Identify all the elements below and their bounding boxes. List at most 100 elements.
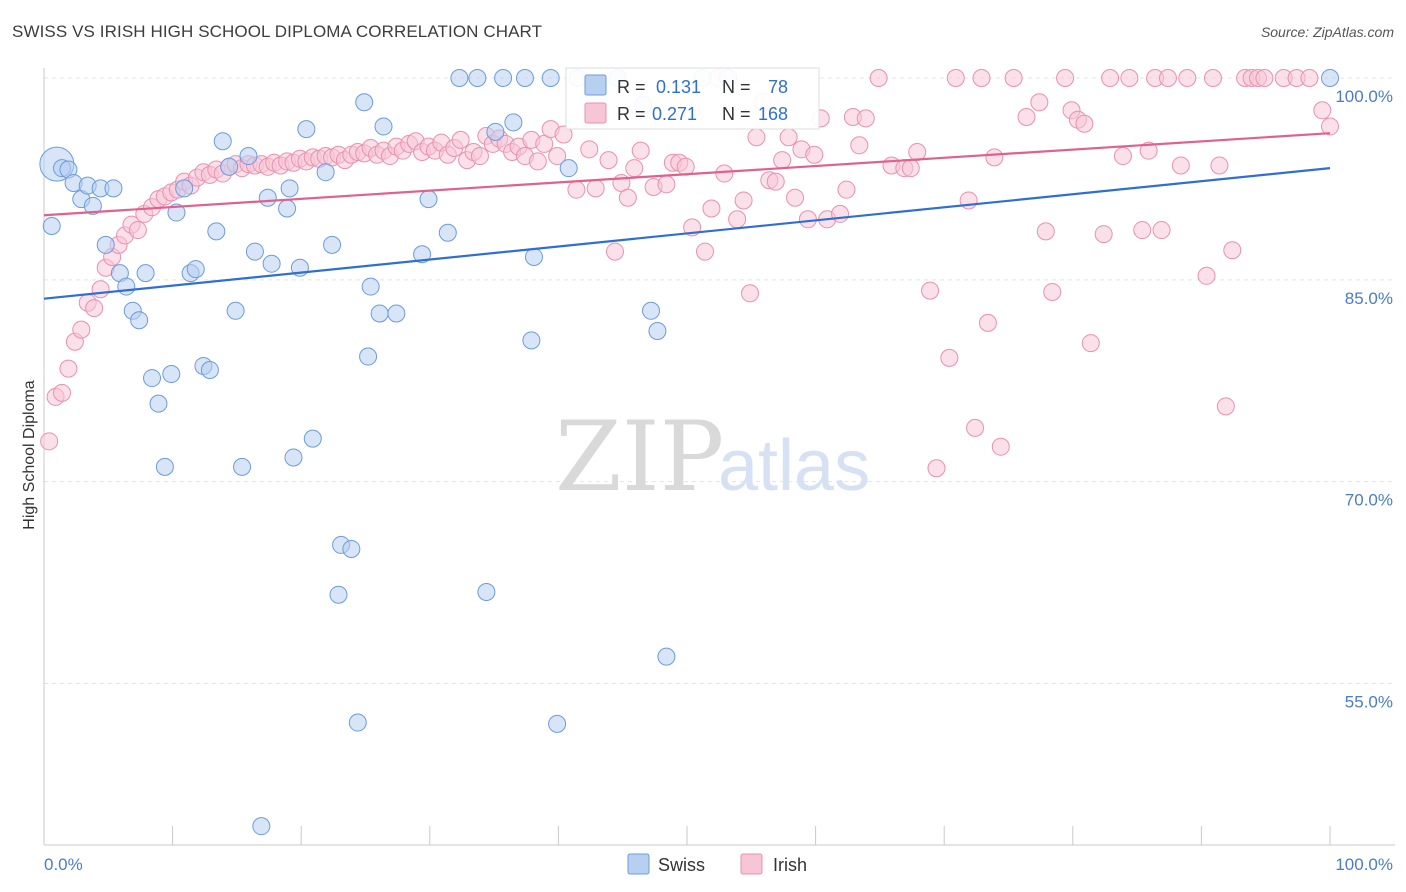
swiss-point [361,277,380,296]
irish-point [921,281,940,300]
swiss-point [329,585,348,604]
legend-irish-n-label: N = [722,104,751,124]
irish-point [1210,156,1229,175]
irish-point [657,175,676,194]
irish-point [1056,69,1075,87]
irish-point [631,141,650,160]
irish-point [869,69,888,87]
irish-point [1158,69,1177,87]
swiss-point [504,113,523,132]
swiss-point [239,147,258,166]
swiss-point [522,331,541,350]
swiss-point [524,247,543,266]
irish-point [586,179,605,198]
irish-point [747,128,766,147]
irish-trend-line [43,132,1331,217]
swiss-point [200,360,219,379]
irish-point [1203,69,1222,87]
swiss-point [284,448,303,467]
swiss-point [278,199,297,218]
irish-point [831,204,850,223]
irish-point [605,242,624,261]
irish-point [773,151,792,170]
irish-point [856,109,875,128]
irish-point [1120,69,1139,87]
irish-point [1004,69,1023,87]
irish-point [1171,156,1190,175]
irish-point [786,188,805,207]
source-credit: Source: ZipAtlas.com [1260,24,1394,40]
irish-point [1139,141,1158,160]
swiss-point [252,817,271,836]
swiss-point [96,235,115,254]
swiss-point [297,120,316,139]
irish-point [548,147,567,166]
swiss-point [494,69,513,87]
irish-point [599,151,618,170]
irish-points [40,69,1339,478]
axes [43,68,1395,846]
swiss-point [316,163,335,182]
legend-swiss-swatch [584,74,607,96]
bottom-legend-swiss-label: Swiss [658,855,705,875]
swiss-point [258,188,277,207]
irish-point [1043,282,1062,301]
irish-point [901,159,920,178]
swiss-point [207,222,226,241]
swiss-trend-line [43,167,1331,300]
y-tick-label: 55.0% [1345,693,1393,712]
swiss-point [370,304,389,323]
irish-point [59,359,78,378]
swiss-point [1321,69,1339,87]
irish-point [470,147,489,166]
swiss-point [359,347,378,366]
irish-point [837,180,856,199]
bottom-legend-irish-label: Irish [773,855,807,875]
irish-point [805,145,824,164]
y-tick-label: 85.0% [1345,289,1393,308]
swiss-point [167,203,186,222]
swiss-point [559,159,578,178]
irish-point [850,136,869,155]
irish-point [991,437,1010,456]
irish-point [567,180,586,199]
legend-swiss-n-value: 78 [768,77,788,97]
swiss-point [641,301,660,320]
swiss-point [413,245,432,264]
swiss-point [149,394,168,413]
swiss-point [130,311,149,330]
watermark: ZIP atlas [555,401,870,513]
irish-point [1223,241,1242,260]
swiss-point [143,369,162,388]
irish-point [985,148,1004,167]
legend-swiss-r-label: R = [617,77,646,97]
irish-point [702,199,721,218]
swiss-point [468,69,487,87]
swiss-point [450,69,469,87]
irish-point [1152,221,1171,240]
x-tick-label-end: 100.0% [1335,855,1393,874]
swiss-point [515,69,534,87]
x-tick-label-start: 0.0% [44,855,83,874]
swiss-point [387,304,406,323]
y-tick-label: 100.0% [1335,87,1393,106]
trend-lines [43,132,1331,300]
legend-swiss-r-value: 0.131 [656,77,701,97]
irish-point [972,69,991,87]
legend-irish-r-label: R = [617,104,646,124]
tick-labels: 55.0% 70.0% 85.0% 100.0% 0.0% 100.0% [44,87,1393,874]
irish-point [696,242,715,261]
irish-point [978,313,997,332]
irish-point [1321,117,1339,136]
swiss-point [541,69,560,87]
irish-point [618,188,637,207]
irish-point [625,159,644,178]
swiss-point [155,457,174,476]
irish-point [72,320,91,339]
swiss-point [342,539,361,558]
swiss-point [175,179,194,198]
swiss-point [262,254,281,273]
legend-irish-r-value: 0.271 [652,104,697,124]
irish-point [728,210,747,229]
